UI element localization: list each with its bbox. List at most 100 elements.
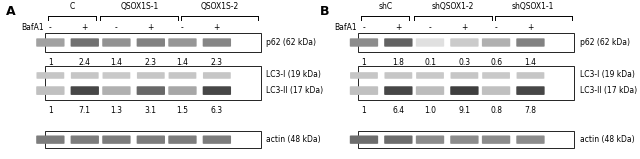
FancyBboxPatch shape: [516, 38, 545, 47]
FancyBboxPatch shape: [416, 86, 444, 95]
Text: +: +: [81, 23, 88, 32]
FancyBboxPatch shape: [516, 135, 545, 144]
Text: shQSOX1-2: shQSOX1-2: [431, 3, 474, 11]
Bar: [45, 131, 261, 148]
Text: 1.8: 1.8: [392, 58, 404, 67]
Text: B: B: [320, 5, 330, 18]
Text: shC: shC: [378, 3, 392, 11]
Text: -: -: [495, 23, 497, 32]
FancyBboxPatch shape: [168, 135, 196, 144]
FancyBboxPatch shape: [451, 86, 479, 95]
Text: -: -: [115, 23, 118, 32]
FancyBboxPatch shape: [102, 38, 131, 47]
FancyBboxPatch shape: [36, 86, 65, 95]
Text: 1: 1: [362, 106, 366, 115]
Text: LC3-II (17 kDa): LC3-II (17 kDa): [580, 86, 637, 95]
FancyBboxPatch shape: [102, 72, 131, 79]
Text: 7.8: 7.8: [524, 106, 536, 115]
Bar: [358, 66, 575, 100]
FancyBboxPatch shape: [203, 135, 231, 144]
Text: LC3-I (19 kDa): LC3-I (19 kDa): [266, 70, 321, 79]
FancyBboxPatch shape: [350, 38, 378, 47]
FancyBboxPatch shape: [350, 135, 378, 144]
Text: 3.1: 3.1: [145, 106, 157, 115]
FancyBboxPatch shape: [70, 86, 99, 95]
Text: -: -: [429, 23, 431, 32]
Text: 0.8: 0.8: [490, 106, 502, 115]
FancyBboxPatch shape: [203, 38, 231, 47]
FancyBboxPatch shape: [137, 135, 165, 144]
FancyBboxPatch shape: [137, 86, 165, 95]
FancyBboxPatch shape: [102, 86, 131, 95]
Text: 1.0: 1.0: [424, 106, 436, 115]
FancyBboxPatch shape: [482, 72, 510, 79]
FancyBboxPatch shape: [384, 135, 413, 144]
Text: actin (48 kDa): actin (48 kDa): [266, 135, 321, 144]
Bar: [358, 33, 575, 52]
Text: 9.1: 9.1: [458, 106, 470, 115]
Text: 2.3: 2.3: [145, 58, 157, 67]
Text: +: +: [148, 23, 154, 32]
Text: p62 (62 kDa): p62 (62 kDa): [266, 38, 316, 47]
FancyBboxPatch shape: [384, 86, 413, 95]
FancyBboxPatch shape: [71, 72, 99, 79]
Text: -: -: [49, 23, 52, 32]
FancyBboxPatch shape: [516, 72, 545, 79]
FancyBboxPatch shape: [36, 135, 65, 144]
FancyBboxPatch shape: [70, 38, 99, 47]
Text: 1.5: 1.5: [177, 106, 188, 115]
Text: 0.1: 0.1: [424, 58, 436, 67]
FancyBboxPatch shape: [451, 72, 478, 79]
FancyBboxPatch shape: [137, 72, 164, 79]
Text: 2.4: 2.4: [79, 58, 91, 67]
Text: actin (48 kDa): actin (48 kDa): [580, 135, 635, 144]
Text: BafA1: BafA1: [21, 23, 44, 32]
Text: -: -: [363, 23, 365, 32]
FancyBboxPatch shape: [416, 38, 444, 47]
Text: shQSOX1-1: shQSOX1-1: [512, 3, 554, 11]
Text: 1.4: 1.4: [177, 58, 188, 67]
FancyBboxPatch shape: [168, 72, 196, 79]
FancyBboxPatch shape: [451, 135, 479, 144]
Text: C: C: [69, 3, 74, 11]
Text: -: -: [181, 23, 184, 32]
Text: 2.3: 2.3: [211, 58, 223, 67]
FancyBboxPatch shape: [36, 72, 64, 79]
Text: 0.3: 0.3: [458, 58, 470, 67]
Text: A: A: [6, 5, 16, 18]
FancyBboxPatch shape: [482, 86, 510, 95]
FancyBboxPatch shape: [385, 72, 412, 79]
Text: BafA1: BafA1: [335, 23, 357, 32]
Text: 1.4: 1.4: [111, 58, 122, 67]
Text: 6.4: 6.4: [392, 106, 404, 115]
FancyBboxPatch shape: [203, 72, 231, 79]
FancyBboxPatch shape: [168, 86, 196, 95]
Text: 6.3: 6.3: [211, 106, 223, 115]
Text: 1.4: 1.4: [524, 58, 536, 67]
FancyBboxPatch shape: [451, 38, 479, 47]
Bar: [45, 66, 261, 100]
FancyBboxPatch shape: [482, 38, 510, 47]
FancyBboxPatch shape: [350, 86, 378, 95]
Text: 7.1: 7.1: [79, 106, 91, 115]
FancyBboxPatch shape: [102, 135, 131, 144]
FancyBboxPatch shape: [350, 72, 378, 79]
Text: +: +: [214, 23, 220, 32]
FancyBboxPatch shape: [137, 38, 165, 47]
Text: QSOX1S-1: QSOX1S-1: [120, 3, 158, 11]
Text: 1: 1: [362, 58, 366, 67]
FancyBboxPatch shape: [482, 135, 510, 144]
FancyBboxPatch shape: [168, 38, 196, 47]
FancyBboxPatch shape: [203, 86, 231, 95]
Text: 1.3: 1.3: [111, 106, 122, 115]
FancyBboxPatch shape: [416, 135, 444, 144]
FancyBboxPatch shape: [384, 38, 413, 47]
Text: QSOX1S-2: QSOX1S-2: [200, 3, 239, 11]
Text: +: +: [461, 23, 468, 32]
Text: LC3-II (17 kDa): LC3-II (17 kDa): [266, 86, 324, 95]
Text: p62 (62 kDa): p62 (62 kDa): [580, 38, 630, 47]
FancyBboxPatch shape: [516, 86, 545, 95]
Text: 0.6: 0.6: [490, 58, 502, 67]
Text: +: +: [527, 23, 534, 32]
Text: 1: 1: [48, 106, 52, 115]
